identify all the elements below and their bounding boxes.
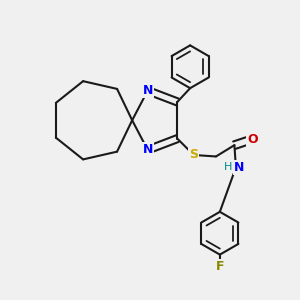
Text: S: S [189,148,198,161]
Text: H: H [224,163,233,172]
Text: N: N [234,161,245,174]
Text: N: N [142,143,153,156]
Text: O: O [247,133,258,146]
Text: N: N [142,84,153,97]
Text: F: F [216,260,224,273]
